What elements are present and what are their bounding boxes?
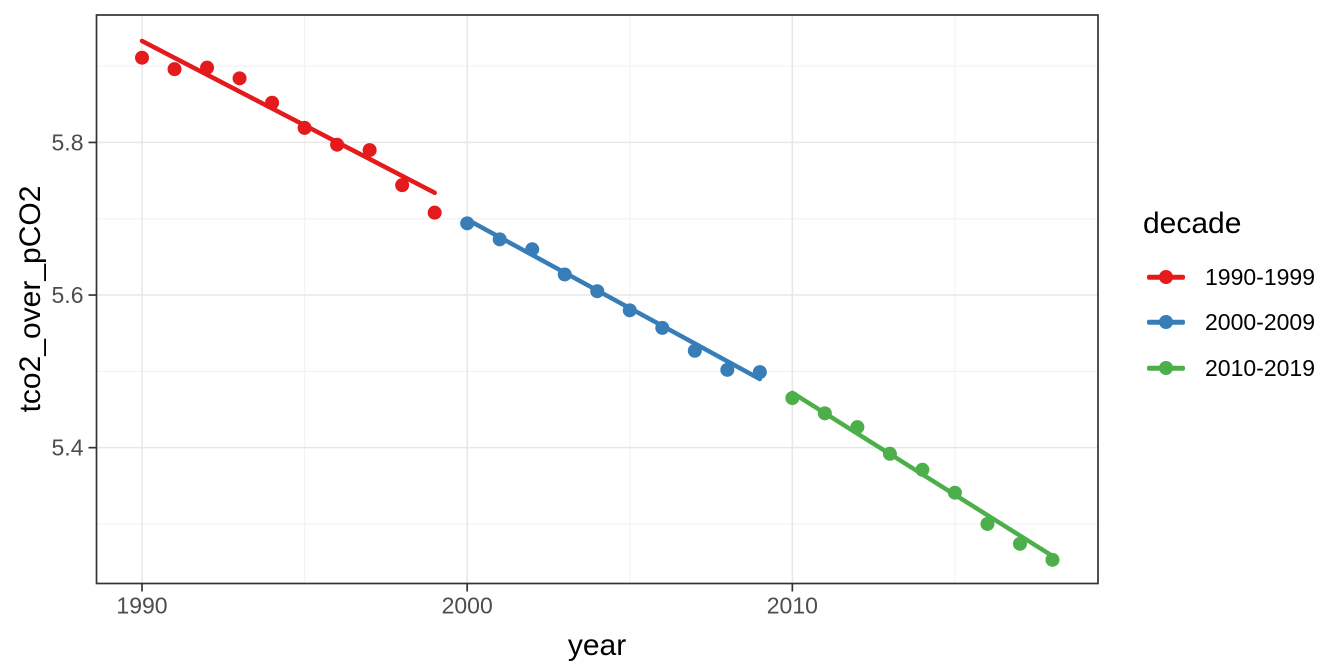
- x-tick-label: 2010: [767, 593, 818, 619]
- x-tick-label: 2000: [442, 593, 493, 619]
- data-point: [460, 216, 475, 231]
- data-point: [817, 406, 832, 421]
- data-point: [297, 120, 312, 135]
- y-tick-label: 5.6: [52, 282, 84, 308]
- data-point: [525, 242, 540, 257]
- data-point: [232, 71, 247, 86]
- data-point: [557, 267, 572, 282]
- legend-key-dot: [1159, 361, 1173, 375]
- data-point: [362, 143, 377, 158]
- data-point: [785, 391, 800, 406]
- data-point: [655, 320, 670, 335]
- x-axis-title: year: [567, 629, 627, 662]
- legend-key-dot: [1159, 315, 1173, 329]
- x-tick-label: 1990: [116, 593, 167, 619]
- y-axis-title: tco2_over_pCO2: [14, 185, 47, 413]
- data-point: [850, 420, 865, 435]
- data-point: [135, 50, 150, 65]
- data-point: [947, 485, 962, 500]
- panel-border: [95, 14, 1099, 585]
- y-tick-label: 5.4: [52, 435, 84, 461]
- panel-background: [96, 15, 1098, 584]
- data-point: [265, 95, 280, 110]
- data-point: [687, 343, 702, 358]
- data-point: [330, 137, 345, 152]
- data-point: [395, 178, 410, 193]
- legend-entry: 2000-2009: [1147, 308, 1315, 336]
- legend-key-line-dot-icon: [1147, 308, 1185, 336]
- legend-key-line-dot-icon: [1147, 354, 1185, 382]
- data-point: [590, 284, 605, 299]
- legend-entry-label: 2000-2009: [1205, 308, 1315, 335]
- data-point: [167, 62, 182, 77]
- data-point: [882, 446, 897, 461]
- data-point: [915, 462, 930, 477]
- legend-entry: 1990-1999: [1147, 263, 1315, 291]
- data-point: [1012, 536, 1027, 551]
- data-point: [492, 232, 507, 247]
- legend-key-dot: [1159, 270, 1173, 284]
- data-point: [1045, 552, 1060, 567]
- trend-line: [139, 38, 437, 196]
- data-point: [752, 365, 767, 380]
- data-point: [720, 362, 735, 377]
- y-tick-label: 5.8: [52, 129, 84, 155]
- legend-entry-label: 2010-2019: [1205, 354, 1315, 381]
- data-point: [980, 516, 995, 531]
- legend-entry: 2010-2019: [1147, 354, 1315, 382]
- data-point: [200, 60, 215, 75]
- legend-entry-label: 1990-1999: [1205, 263, 1315, 290]
- legend-title: decade: [1143, 207, 1242, 240]
- trend-line: [464, 217, 763, 382]
- legend: decade 1990-1999 2000-2009 2010-2019: [1143, 207, 1343, 381]
- data-point: [427, 205, 442, 220]
- legend-key-line-dot-icon: [1147, 263, 1185, 291]
- data-point: [622, 303, 637, 318]
